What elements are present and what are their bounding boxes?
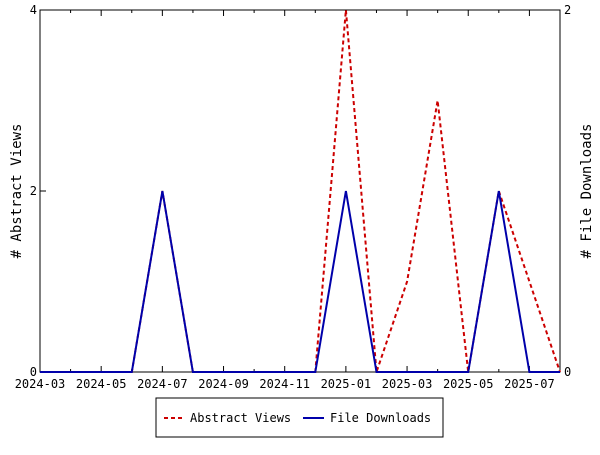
y-left-tick-label: 4: [30, 3, 37, 17]
x-tick-label: 2024-07: [137, 377, 188, 391]
x-tick-label: 2024-09: [198, 377, 249, 391]
legend-box: [155, 397, 444, 438]
x-tick-label: 2025-03: [382, 377, 433, 391]
x-tick-label: 2025-05: [443, 377, 494, 391]
x-tick-label: 2025-07: [504, 377, 555, 391]
legend: Abstract Views File Downloads: [155, 397, 444, 438]
x-tick-label: 2024-05: [76, 377, 127, 391]
y-left-tick-label: 2: [30, 184, 37, 198]
x-tick-label: 2025-01: [321, 377, 372, 391]
x-tick-label: 2024-03: [15, 377, 66, 391]
x-tick-label: 2024-11: [259, 377, 310, 391]
y-right-tick-label: 0: [564, 365, 571, 379]
legend-label-file-downloads: File Downloads: [330, 411, 431, 425]
series-line-file-downloads: [40, 190, 560, 373]
y-left-tick-label: 0: [30, 365, 37, 379]
legend-label-abstract-views: Abstract Views: [190, 411, 291, 425]
plot-area: [39, 9, 561, 373]
y-axis-label-right: # File Downloads: [579, 124, 595, 259]
y-right-tick-label: 2: [564, 3, 571, 17]
series-layer: [40, 9, 561, 373]
y-axis-label-left: # Abstract Views: [9, 124, 25, 259]
